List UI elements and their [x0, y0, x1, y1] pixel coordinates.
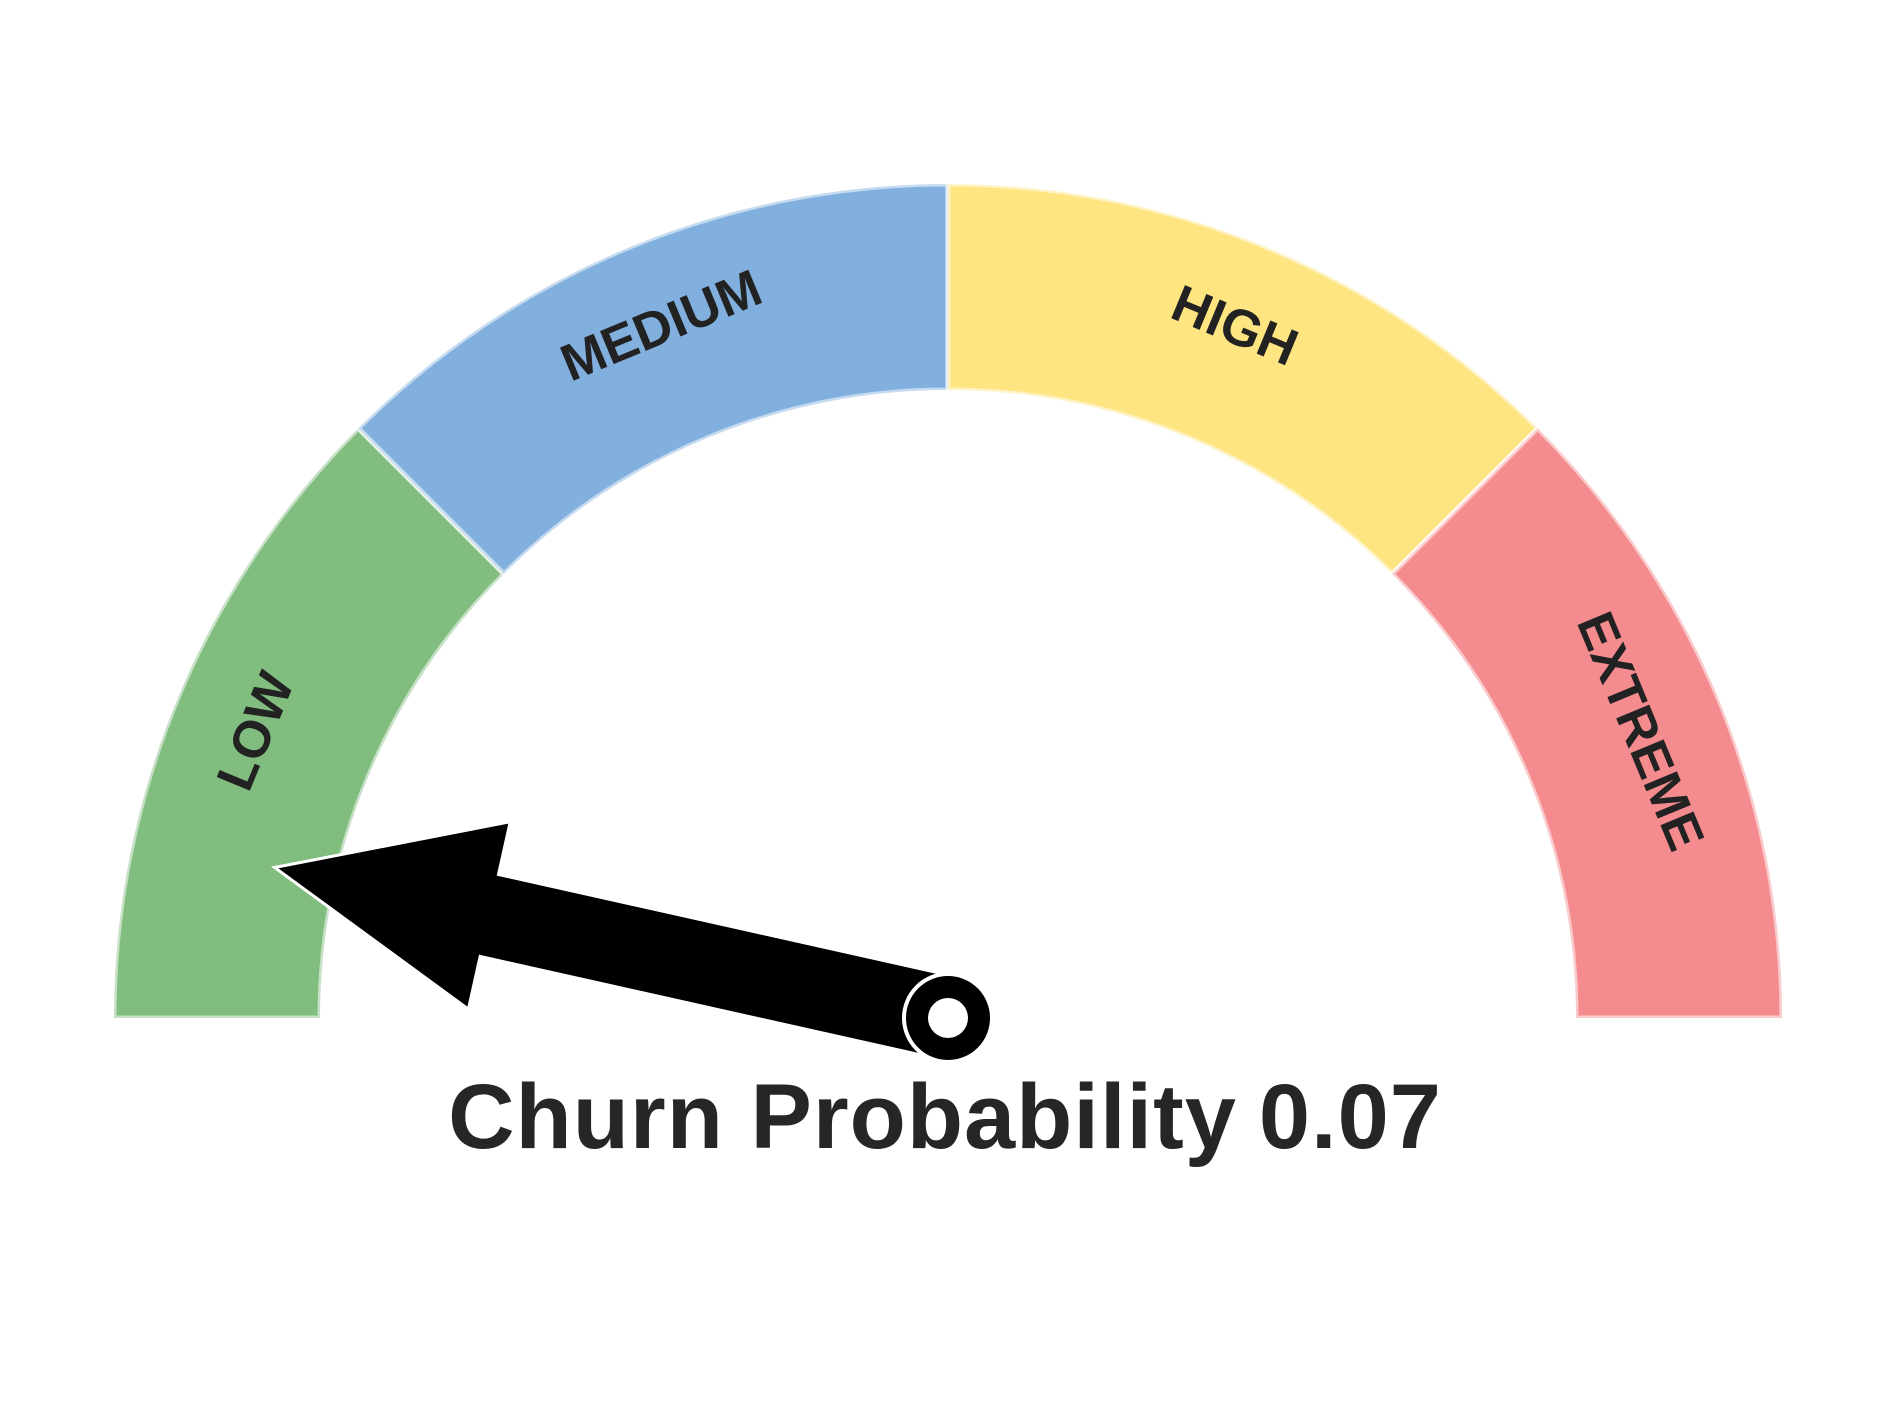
needle-hub-center: [928, 998, 968, 1038]
needle-arrow: [270, 819, 959, 1061]
gauge-segment-medium: [354, 181, 951, 578]
chart-title: Churn Probability 0.07: [448, 1066, 1442, 1168]
gauge-needle: [270, 819, 994, 1064]
gauge-segments: [111, 181, 1785, 1021]
chart-value-label: 0.07: [1259, 1066, 1442, 1168]
gauge-segment-extreme: [1388, 424, 1785, 1021]
chart-title-prefix: Churn Probability: [448, 1066, 1237, 1168]
